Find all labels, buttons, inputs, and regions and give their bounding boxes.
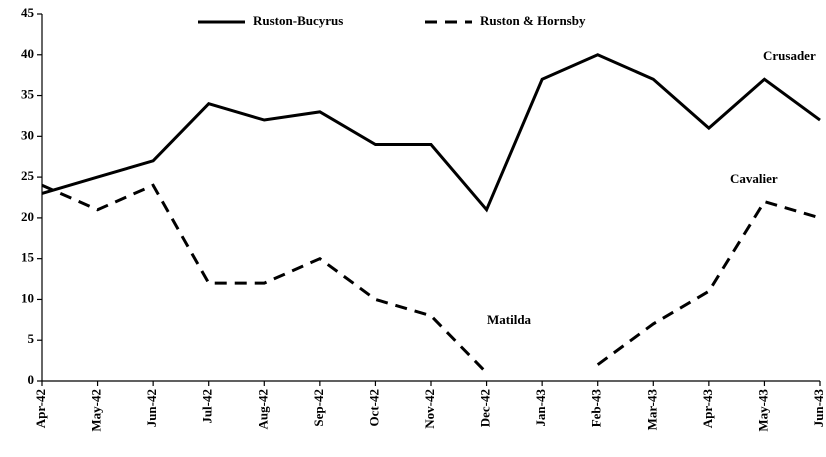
x-tick-label: Sep-42	[311, 389, 326, 427]
y-tick-label: 5	[28, 331, 35, 346]
x-tick-label: Jun-42	[144, 389, 159, 427]
x-tick-label: Dec-42	[478, 389, 493, 427]
x-tick-label: Aug-42	[255, 389, 270, 429]
y-tick-label: 25	[21, 168, 35, 183]
x-tick-label: Mar-43	[644, 389, 659, 431]
y-tick-label: 45	[21, 5, 35, 20]
annotation: Matilda	[487, 312, 532, 327]
line-series	[41, 53, 821, 213]
y-tick-label: 20	[21, 209, 34, 224]
x-tick-label: Jun-43	[811, 389, 826, 428]
y-tick-label: 10	[21, 290, 34, 305]
y-tick-label: 15	[21, 250, 35, 265]
x-tick-label: Apr-43	[700, 389, 715, 429]
y-tick-label: 30	[21, 127, 34, 142]
legend-label: Ruston & Hornsby	[480, 13, 586, 28]
x-tick-label: Oct-42	[366, 389, 381, 427]
x-tick-label: Nov-42	[422, 389, 437, 429]
x-tick-label: Jul-42	[200, 389, 215, 424]
x-tick-label: Apr-42	[33, 389, 48, 428]
line-series	[41, 183, 821, 374]
x-tick-label: May-42	[89, 389, 104, 432]
x-tick-label: Jan-43	[533, 389, 548, 427]
legend-label: Ruston-Bucyrus	[253, 13, 343, 28]
y-tick-label: 35	[21, 87, 35, 102]
annotation: Crusader	[763, 48, 816, 63]
y-tick-label: 40	[21, 46, 34, 61]
x-tick-label: May-43	[755, 389, 770, 432]
x-tick-label: Feb-43	[589, 389, 604, 428]
y-tick-label: 0	[28, 372, 35, 387]
annotation: Cavalier	[730, 171, 778, 186]
